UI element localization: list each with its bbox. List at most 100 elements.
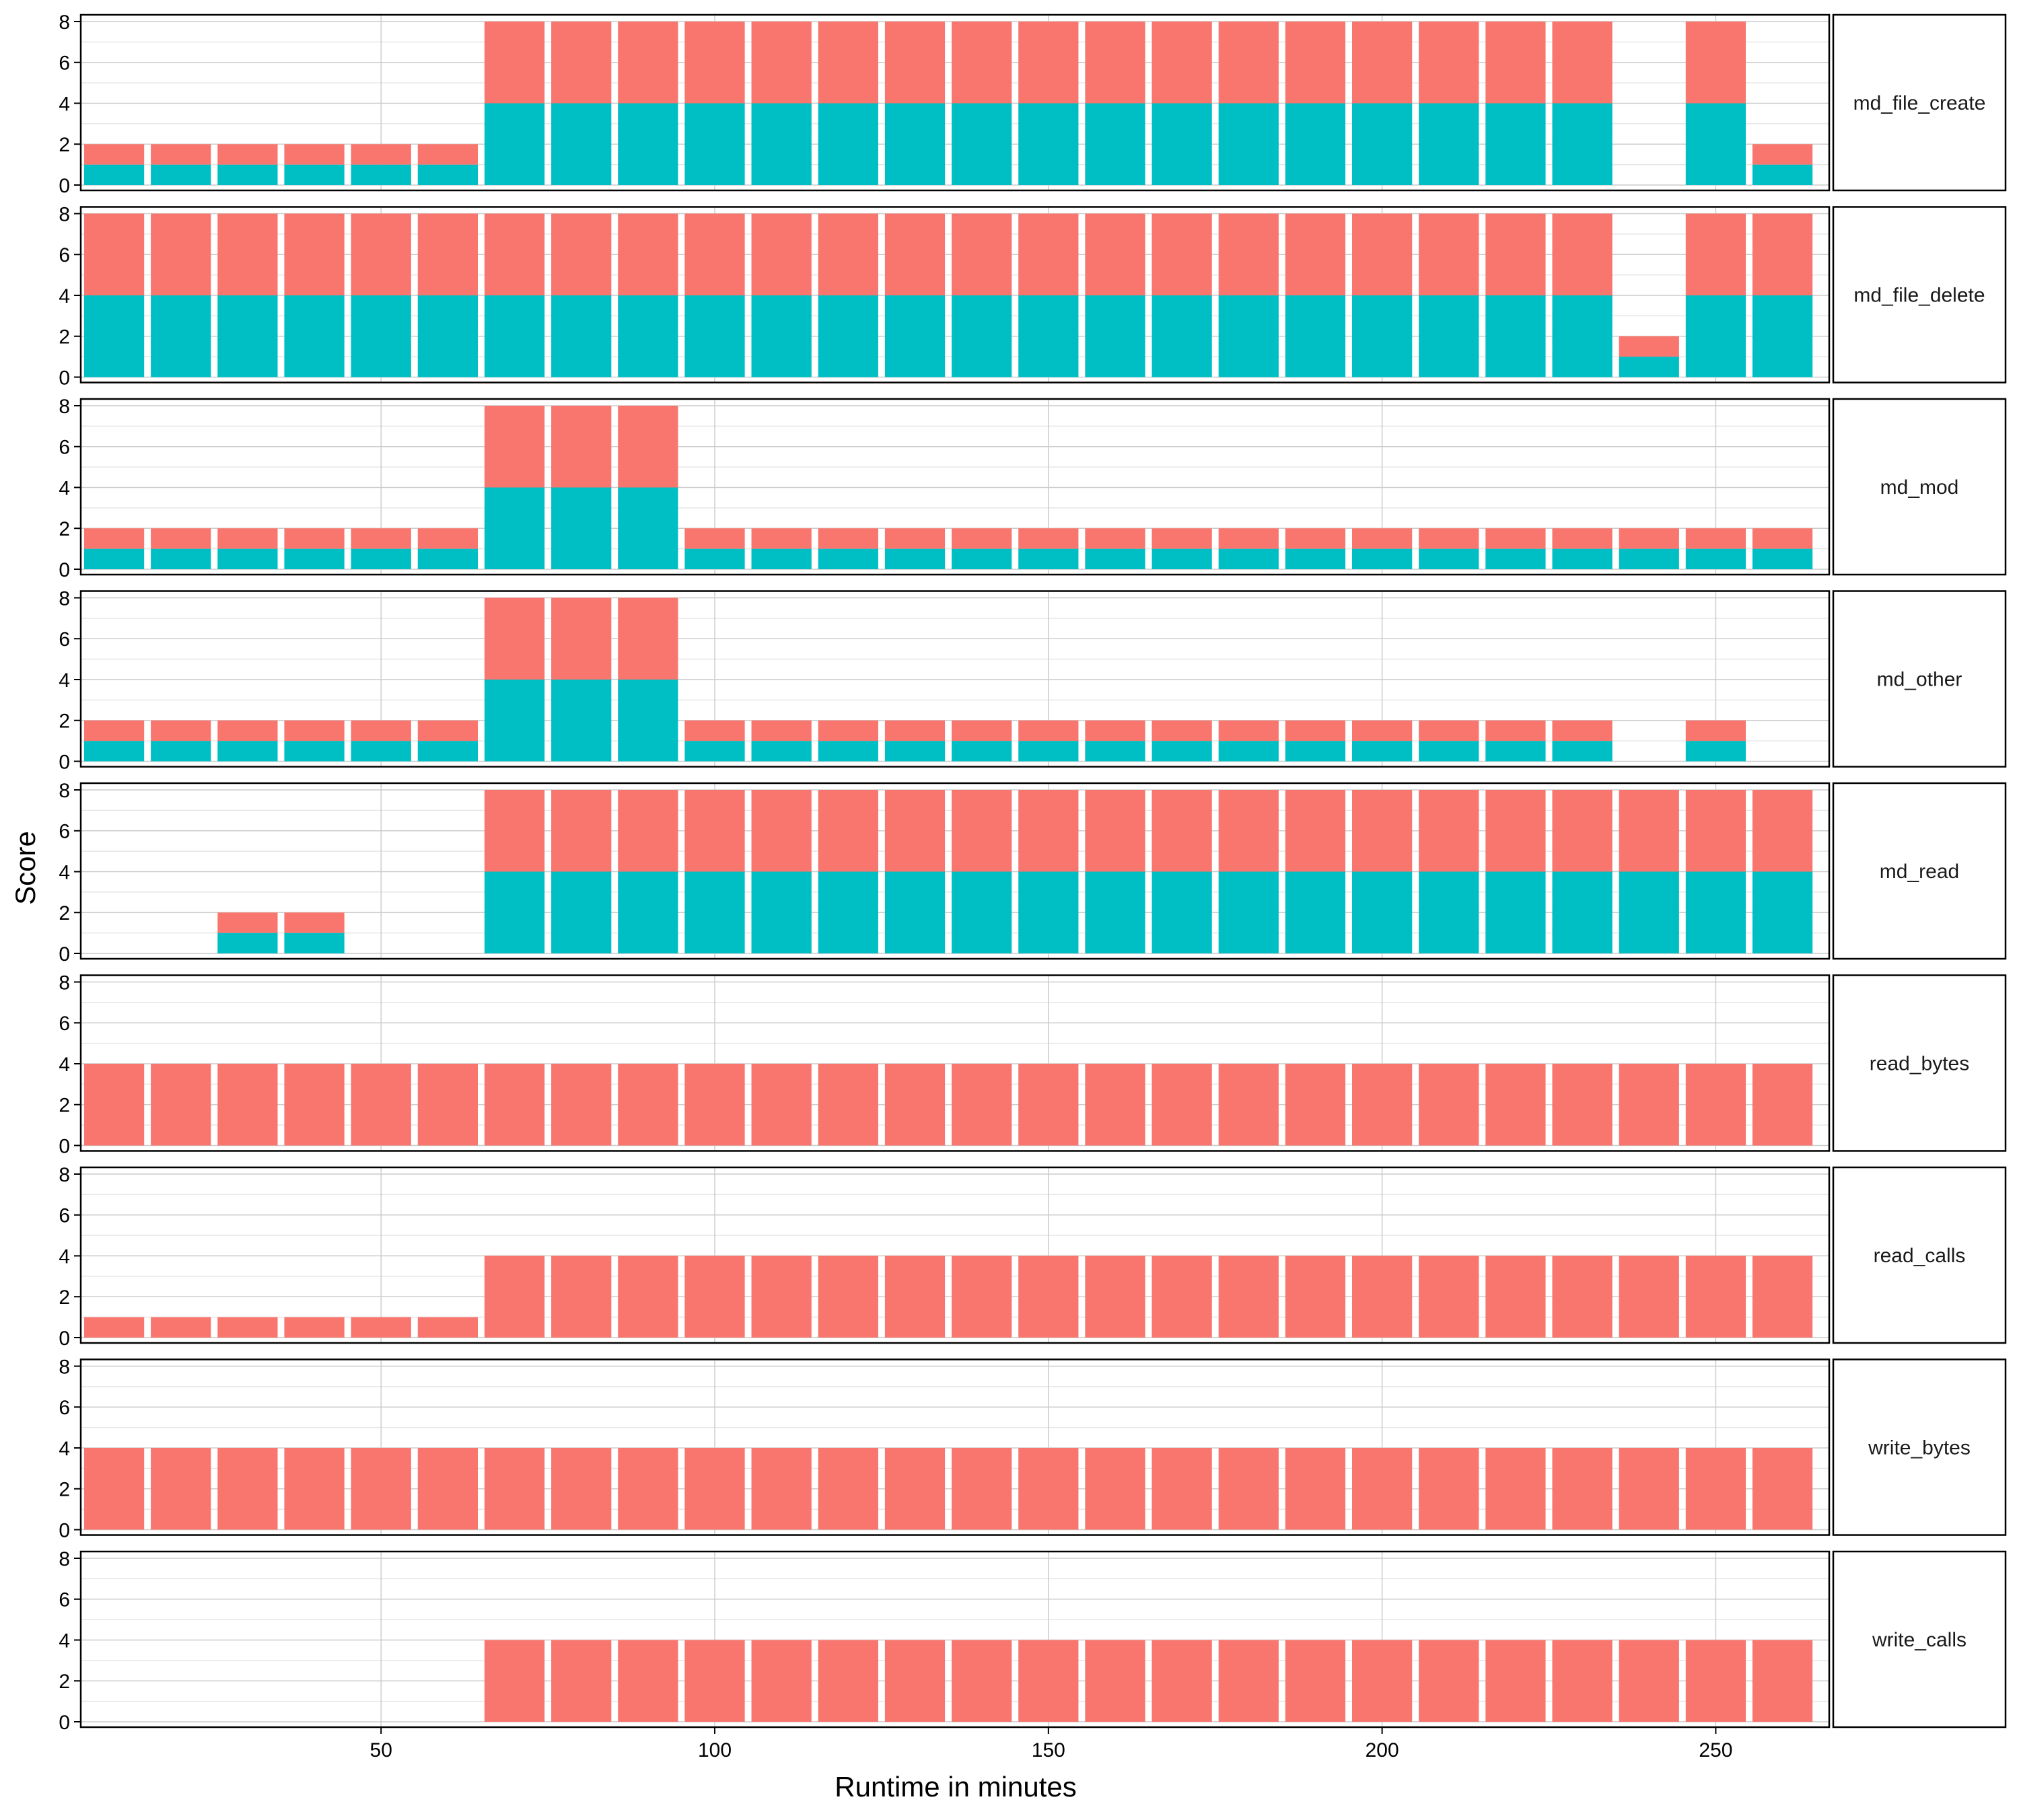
bar-segment-top [1685, 528, 1746, 549]
bar-segment-top [217, 213, 278, 295]
bar-segment-base [1218, 871, 1279, 953]
y-tick-label: 6 [59, 1205, 70, 1227]
bar-segment-top [1619, 1255, 1679, 1338]
bar-segment-base [1285, 548, 1346, 569]
y-tick-label: 2 [59, 518, 70, 540]
facet-strip [1832, 590, 2007, 768]
bar-segment-base [1619, 357, 1679, 377]
bar-segment-top [1218, 1064, 1279, 1146]
bar-segment-base [1085, 871, 1145, 953]
bar-segment-base [952, 295, 1012, 377]
bar-segment-top [952, 1064, 1012, 1146]
bar-segment-base [1352, 295, 1413, 377]
bar-segment-base [1152, 741, 1212, 762]
y-tick-label: 2 [59, 1095, 70, 1117]
bar-segment-top [1218, 213, 1279, 295]
bar-segment-top [1685, 790, 1746, 872]
bar-segment-base [1552, 741, 1613, 762]
bar-segment-top [1018, 720, 1079, 741]
y-tick-label: 6 [59, 437, 70, 459]
bar-segment-top [618, 1255, 678, 1338]
bar-segment-base [818, 871, 878, 953]
bar-segment-base [1619, 548, 1679, 569]
bar-segment-top [1218, 1255, 1279, 1338]
bar-segment-top [884, 213, 946, 295]
y-tick-label: 2 [59, 1479, 70, 1501]
bar-segment-top [1085, 528, 1145, 549]
bar-segment-top [284, 1064, 345, 1146]
bar-segment-top [818, 213, 878, 295]
bar-segment-base [1685, 295, 1746, 377]
bar-segment-top [952, 1448, 1012, 1530]
bar-segment-top [618, 1064, 678, 1146]
bar-segment-top [151, 528, 211, 549]
bar-segment-top [1152, 22, 1212, 104]
bar-segment-base [284, 295, 345, 377]
bar-segment-top [618, 1640, 678, 1722]
bar-segment-top [884, 1255, 946, 1338]
bar-segment-top [818, 528, 878, 549]
bar-segment-base [1685, 103, 1746, 185]
bar-segment-top [751, 1064, 812, 1146]
bar-segment-base [284, 933, 345, 953]
bar-segment-top [351, 213, 411, 295]
bar-segment-top [1685, 1255, 1746, 1338]
bar-segment-top [551, 1640, 612, 1722]
bar-segment-top [1085, 1255, 1145, 1338]
bar-segment-base [484, 871, 545, 953]
bar-segment-base [1085, 295, 1145, 377]
bar-segment-top [1552, 213, 1613, 295]
x-tick-label: 50 [370, 1739, 392, 1761]
bar-segment-top [83, 1448, 145, 1530]
bar-segment-base [151, 741, 211, 762]
bar-segment-top [1285, 1448, 1346, 1530]
bar-segment-base [618, 295, 678, 377]
y-tick-label: 4 [59, 861, 70, 883]
bar-segment-base [351, 295, 411, 377]
bar-segment-base [551, 871, 612, 953]
bar-segment-top [684, 720, 745, 741]
facet-strip [1832, 1166, 2007, 1344]
bar-segment-top [417, 528, 479, 549]
bar-segment-base [1419, 295, 1479, 377]
facet-label: write_bytes [1868, 1437, 1971, 1459]
bar-segment-base [684, 548, 745, 569]
bar-segment-top [1552, 22, 1613, 104]
bar-segment-base [1685, 871, 1746, 953]
bar-segment-top [551, 1448, 612, 1530]
bar-segment-top [952, 22, 1012, 104]
y-tick-label: 6 [59, 628, 70, 651]
facet-label: md_file_delete [1853, 285, 1985, 307]
bar-segment-base [751, 871, 812, 953]
bar-segment-top [284, 144, 345, 165]
facet-strip [1832, 13, 2007, 192]
bar-segment-top [1218, 1448, 1279, 1530]
bar-segment-top [417, 144, 479, 165]
bar-segment-base [417, 164, 479, 185]
bar-segment-base [1285, 871, 1346, 953]
bar-segment-top [284, 1448, 345, 1530]
bar-segment-top [1685, 1448, 1746, 1530]
bar-segment-base [884, 548, 946, 569]
bar-segment-top [551, 597, 612, 680]
bar-segment-top [884, 1448, 946, 1530]
bar-segment-top [684, 790, 745, 872]
bar-segment-base [618, 103, 678, 185]
bar-segment-base [1352, 103, 1413, 185]
bar-segment-top [1419, 1255, 1479, 1338]
bar-segment-base [1152, 103, 1212, 185]
facet-panel-md_other: 0 2 4 6 8 md_other [59, 587, 2007, 773]
facet-label: read_bytes [1870, 1053, 1969, 1075]
bar-segment-top [1018, 1255, 1079, 1338]
bar-segment-top [1685, 22, 1746, 104]
bar-segment-top [1685, 213, 1746, 295]
bar-segment-top [618, 406, 678, 488]
x-tick-label: 150 [1032, 1739, 1065, 1761]
bar-segment-base [351, 548, 411, 569]
facet-label: write_calls [1872, 1629, 1967, 1651]
bar-segment-base [618, 487, 678, 569]
bar-segment-base [1218, 741, 1279, 762]
bar-segment-base [1285, 741, 1346, 762]
bar-segment-top [83, 720, 145, 741]
bar-segment-top [83, 144, 145, 165]
